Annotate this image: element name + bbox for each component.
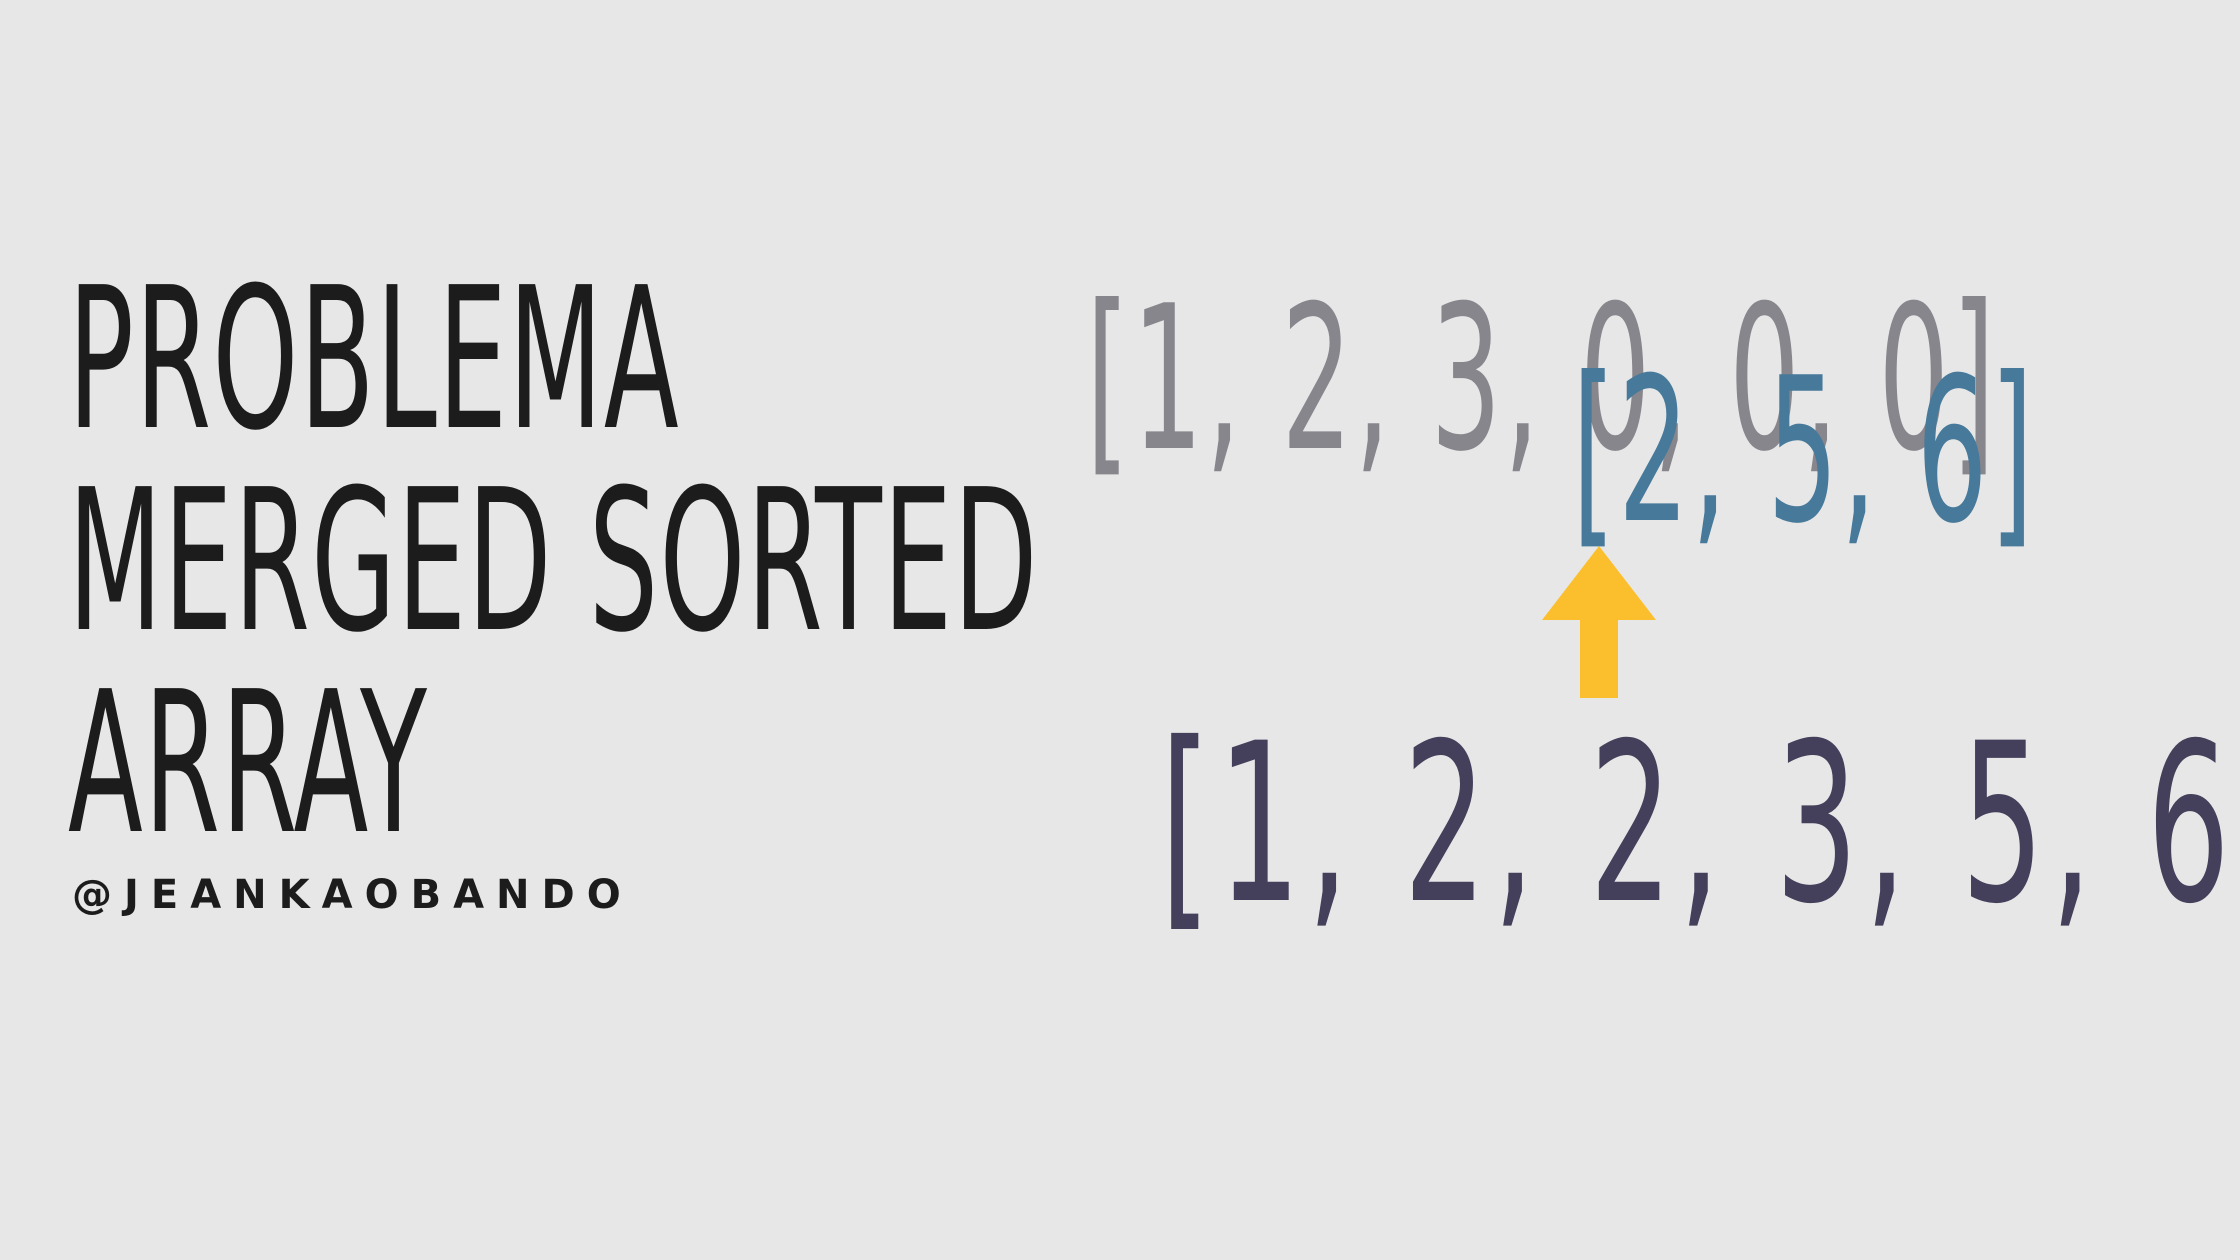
title-line-1: PROBLEMA (68, 246, 680, 474)
title-line-3: ARRAY (68, 650, 429, 878)
array-result: [1, 2, 2, 3, 5, 6] (1160, 696, 2240, 952)
array-nums2: [2, 5, 6] (1572, 335, 2036, 568)
title-line-2: MERGED SORTED (68, 448, 1039, 676)
author-handle: @JEANKAOBANDO (72, 872, 633, 918)
arrow-up-icon (1542, 546, 1656, 698)
array-nums1: [1, 2, 3, 0, 0, 0] (1086, 263, 1998, 496)
